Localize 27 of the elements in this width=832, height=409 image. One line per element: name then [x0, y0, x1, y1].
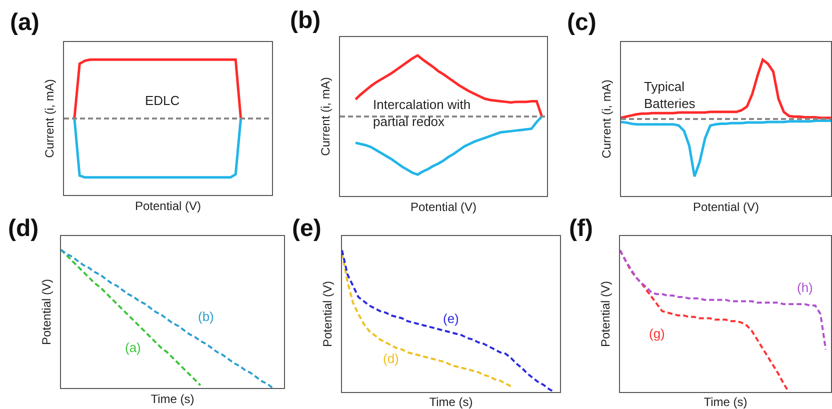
y-axis-title: Potential (V)	[39, 278, 54, 346]
series-label: (a)	[125, 340, 141, 355]
series-label: (d)	[383, 351, 399, 366]
x-axis-title: Potential (V)	[692, 200, 760, 214]
annotation: Intercalation with partial redox	[373, 97, 471, 129]
series-label: (e)	[443, 311, 459, 326]
series-label: (h)	[797, 280, 813, 295]
annotation: EDLC	[145, 93, 180, 108]
x-axis-title: Potential (V)	[410, 200, 477, 214]
x-axis-title: Potential (V)	[134, 198, 202, 213]
chart-title: (d)	[8, 215, 39, 242]
series-label: (b)	[198, 309, 214, 324]
y-axis-title: Potential (V)	[598, 280, 612, 348]
x-axis-title: Time (s)	[704, 395, 748, 409]
chart-title: (a)	[10, 9, 40, 36]
x-axis-title: Time (s)	[429, 395, 473, 409]
chart-title: (c)	[567, 9, 596, 36]
chart-title: (e)	[292, 215, 322, 242]
annotation: Typical Batteries	[644, 79, 696, 111]
chart-title: (f)	[569, 215, 593, 242]
chart-title: (b)	[290, 7, 321, 34]
y-axis-title: Potential (V)	[320, 280, 334, 348]
y-axis-title: Current (i, mA)	[599, 80, 614, 158]
y-axis-title: Current (i, mA)	[318, 77, 332, 156]
x-axis-title: Time (s)	[150, 392, 194, 406]
y-axis-title: Current (i, mA)	[42, 79, 56, 158]
series-label: (g)	[649, 326, 665, 341]
